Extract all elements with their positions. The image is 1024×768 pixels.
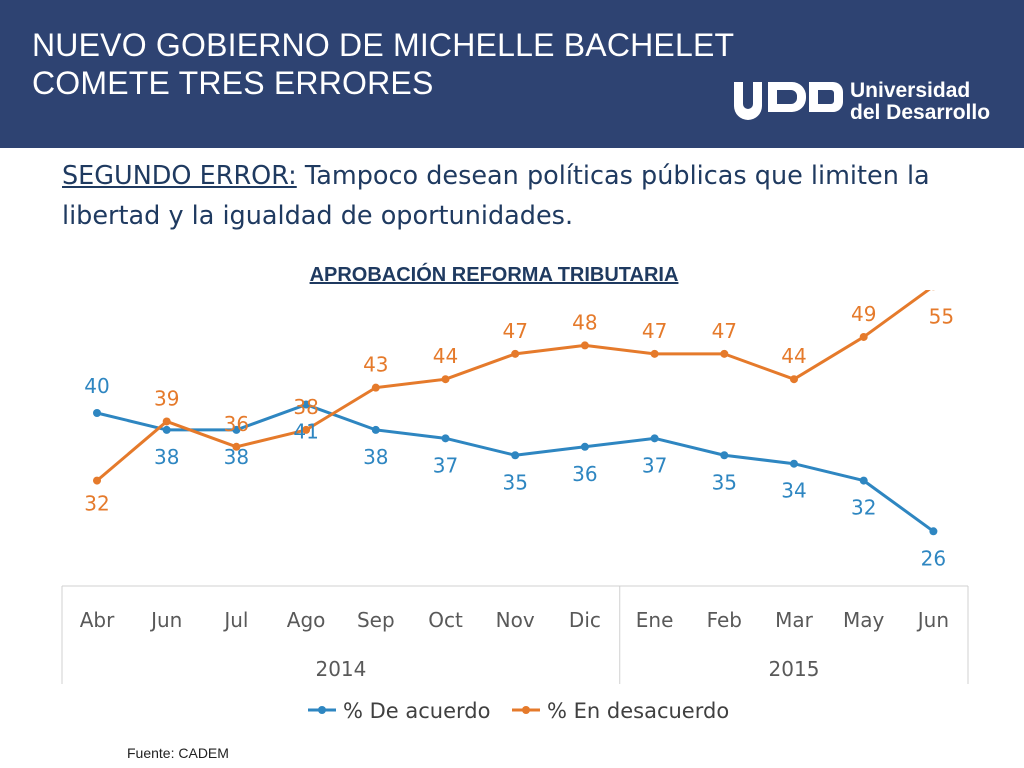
data-point [441,375,450,384]
data-point [929,527,938,536]
data-label: 37 [642,453,667,477]
axis-layer: 2014 2015 Abr Jun Jul Ago Sep Oct Nov Dic Ene Feb Ma… [61,585,969,684]
data-point [441,434,450,443]
series-line [96,403,935,533]
series-layer [93,290,938,536]
data-label: 32 [851,496,876,520]
x-tick-label: Nov [496,608,535,632]
data-label: 34 [781,479,806,503]
legend-marker [522,706,530,714]
legend-marker [318,706,326,714]
data-label: 40 [84,374,109,398]
legend-label: % De acuerdo [343,699,490,723]
udd-logo: Universidad del Desarrollo [730,72,1010,130]
udd-logo-icon [734,82,843,120]
data-label: 41 [293,420,318,444]
data-label: 47 [712,319,737,343]
data-point [720,349,729,358]
data-point [302,425,311,434]
x-tick-label: Jun [916,608,949,632]
axis-group-label: 2014 [315,657,366,681]
logo-line1: Universidad [850,79,971,102]
data-label: 32 [84,492,109,516]
data-point [302,400,311,409]
data-label: 44 [433,344,458,368]
data-label: 47 [642,319,667,343]
page-title: NUEVO GOBIERNO DE MICHELLE BACHELET COME… [32,26,735,102]
x-tick-label: Ago [287,608,326,632]
data-label: 26 [921,546,946,570]
x-tick-label: Jul [222,608,248,632]
axis-group-label: 2015 [769,657,820,681]
data-point [511,349,520,358]
data-label: 47 [502,319,527,343]
data-point [650,434,659,443]
data-label: 38 [363,445,388,469]
data-point [162,425,171,434]
logo-line2: del Desarrollo [850,101,991,124]
page-title-line1: NUEVO GOBIERNO DE MICHELLE BACHELET [32,27,735,63]
data-label: 38 [154,445,179,469]
data-point [162,417,171,426]
data-label: 35 [502,470,527,494]
data-point [232,425,241,434]
data-label: 39 [154,386,179,410]
data-point [511,451,520,460]
data-point [93,476,101,485]
data-point [720,451,729,460]
data-point [371,383,380,392]
x-tick-label: Feb [707,608,742,632]
data-point [790,459,798,468]
udd-logo-text: Universidad del Desarrollo [850,80,990,124]
data-label: 38 [224,445,249,469]
x-tick-label: Dic [569,608,601,632]
x-tick-label: Sep [357,608,395,632]
legend-label: % En desacuerdo [547,699,729,723]
slide-subtitle: SEGUNDO ERROR: Tampoco desean políticas … [62,156,992,236]
x-tick-label: Mar [775,608,814,632]
data-label: 48 [572,310,597,334]
x-tick-label: Ene [636,608,674,632]
data-label: 55 [929,304,954,328]
data-point [371,425,380,434]
subtitle-text: Tampoco desean políticas públicas que li… [62,161,930,231]
data-point [232,442,241,451]
header-banner: NUEVO GOBIERNO DE MICHELLE BACHELET COME… [0,0,1024,148]
chart-title: APROBACIÓN REFORMA TRIBUTARIA [309,264,679,286]
data-label: 49 [851,302,876,326]
x-tick-label: Abr [80,608,115,632]
data-point [580,442,589,451]
legend: % De acuerdo % En desacuerdo [308,699,729,723]
line-chart: 2014 2015 Abr Jun Jul Ago Sep Oct Nov Dic Ene Feb Ma… [61,290,969,723]
x-tick-label: Jun [149,608,182,632]
data-point [580,341,589,350]
data-point [859,476,868,485]
page-title-line2: COMETE TRES ERRORES [32,65,434,101]
data-label: 35 [712,470,737,494]
data-label: 36 [224,412,249,436]
data-label: 44 [781,344,806,368]
data-point [93,409,101,417]
data-point [790,375,798,384]
data-label: 36 [572,462,597,486]
source-note: Fuente: CADEM [127,745,229,761]
x-tick-label: May [843,608,885,632]
data-point [650,349,659,358]
data-label: 38 [293,395,318,419]
x-tick-label: Oct [428,608,463,632]
data-label: 43 [363,353,388,377]
subtitle-lead: SEGUNDO ERROR: [62,161,297,191]
data-point [859,332,868,341]
data-label: 37 [433,453,458,477]
